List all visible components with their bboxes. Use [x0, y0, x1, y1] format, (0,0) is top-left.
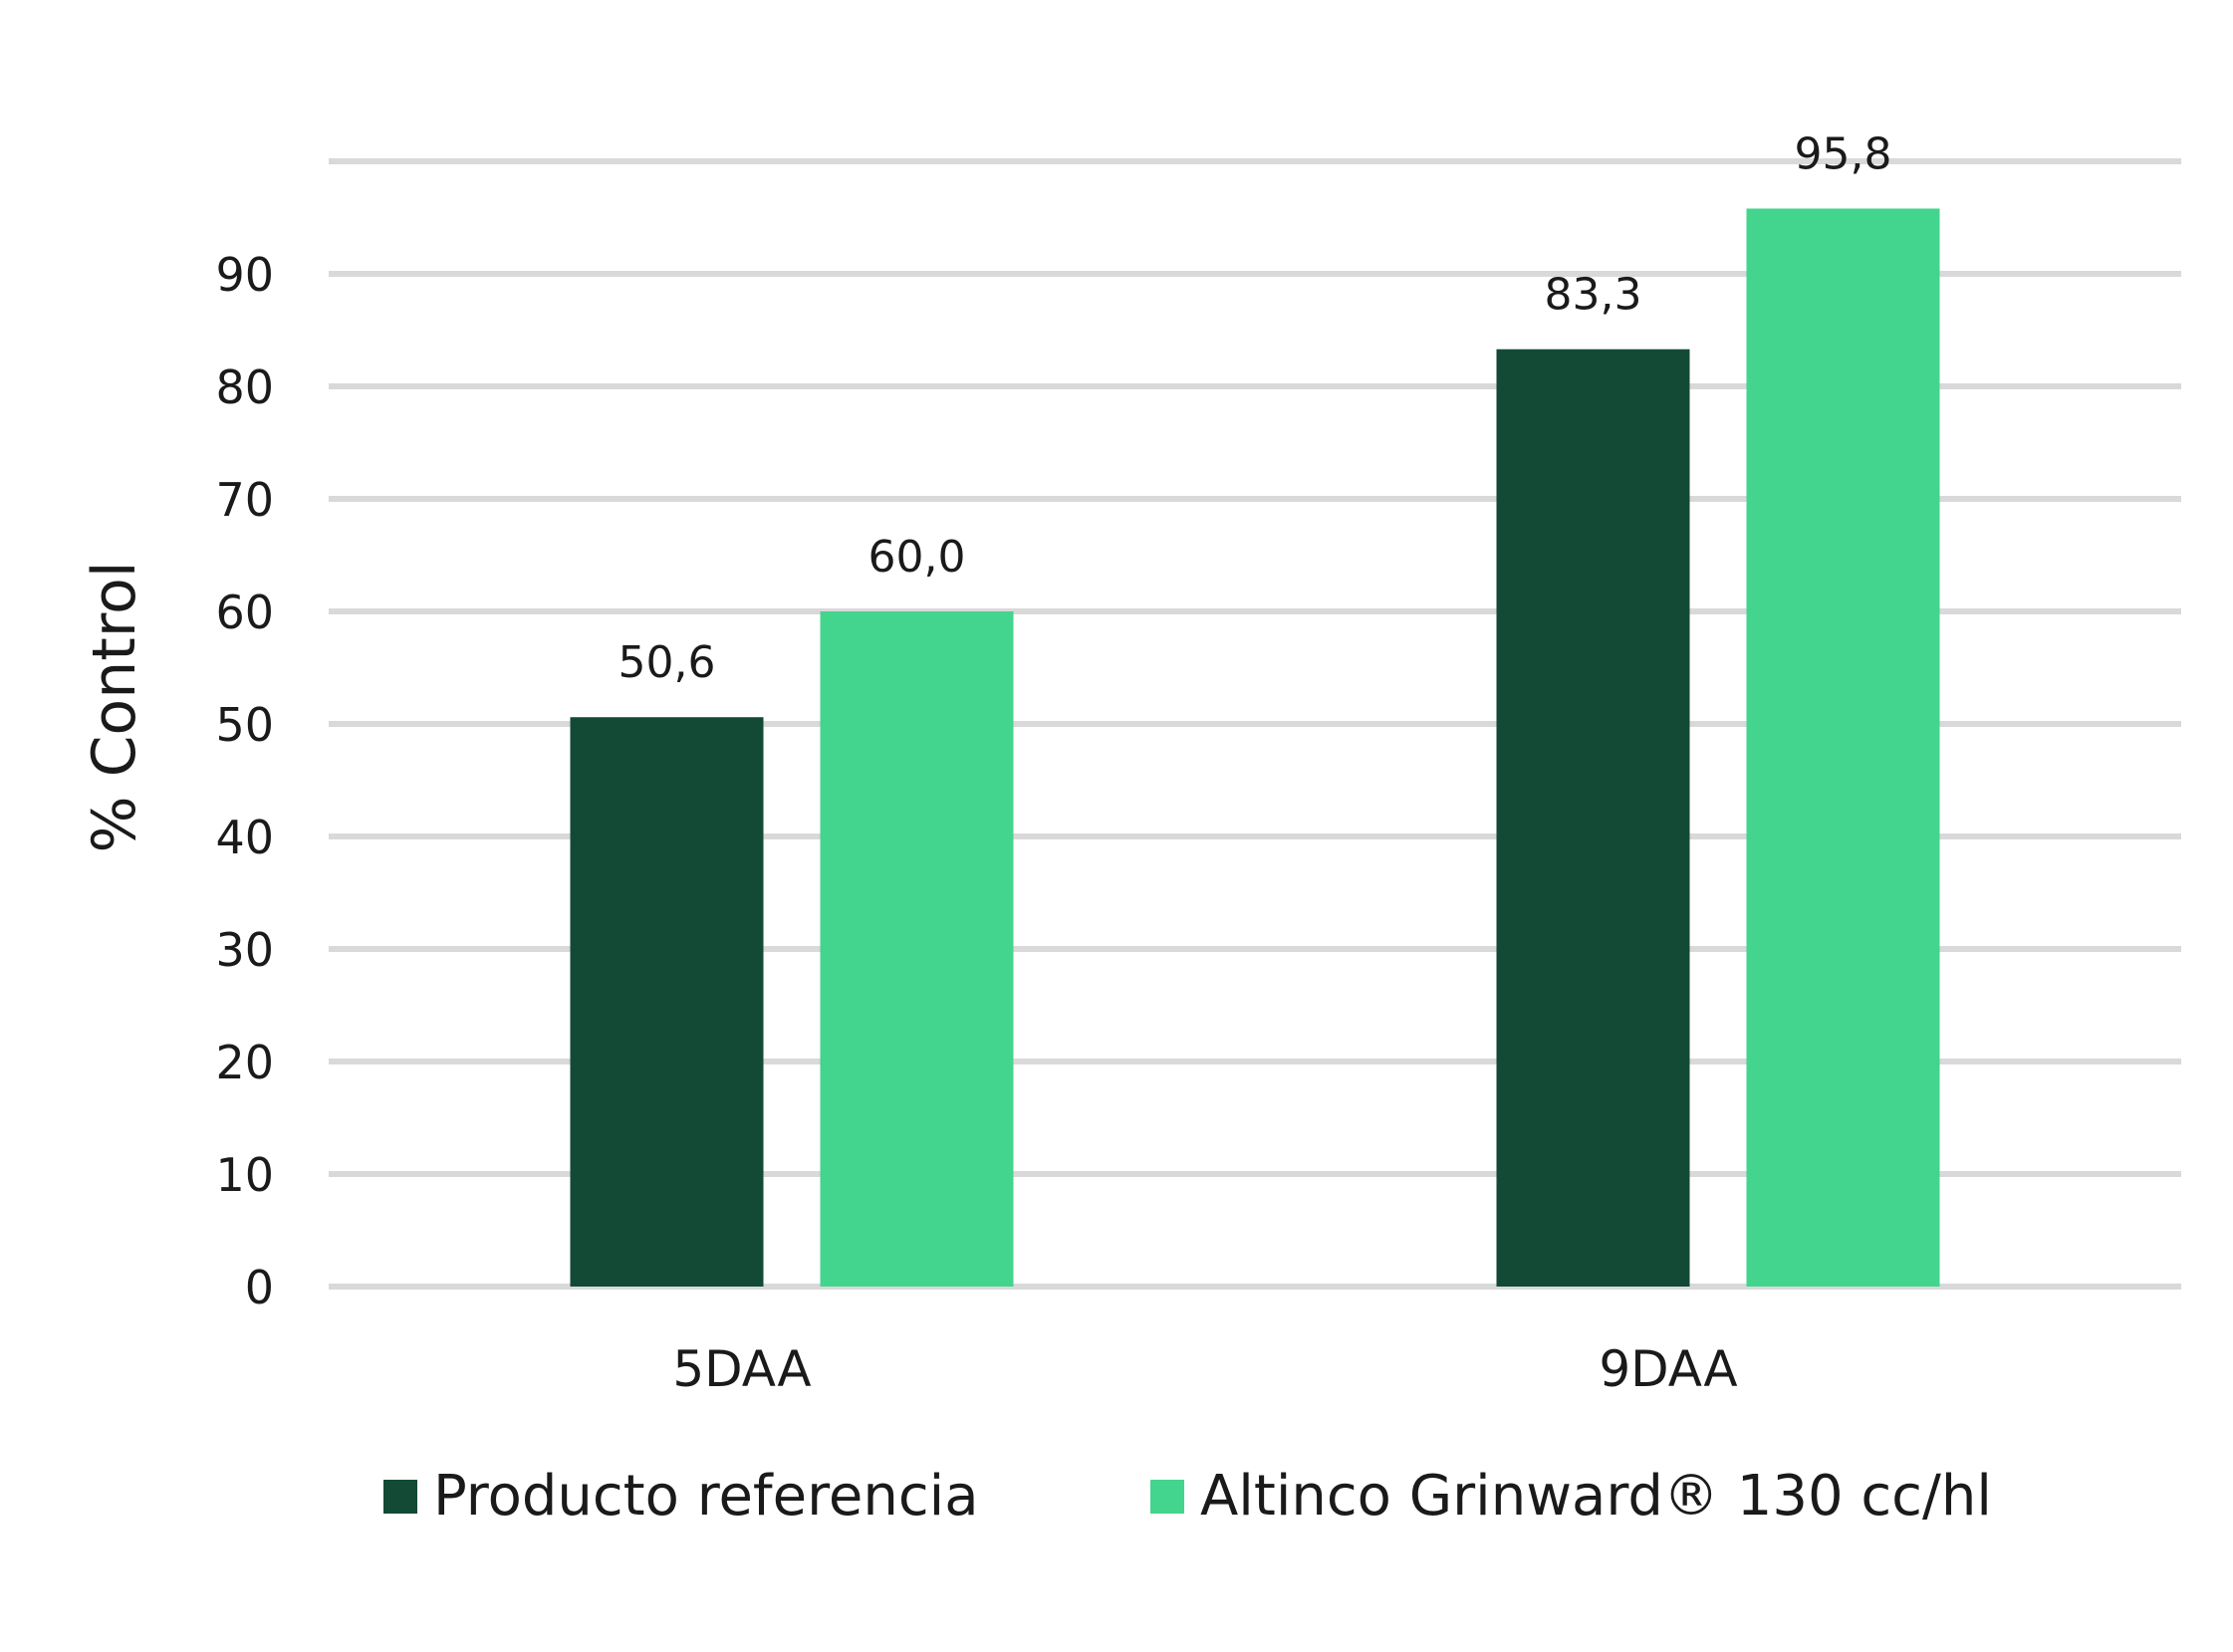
legend: Producto referencia Altinco Grinward® 130… — [383, 1464, 1992, 1529]
y-tick-label: 0 — [245, 1261, 274, 1314]
legend-swatch — [1150, 1480, 1184, 1514]
x-category-label: 9DAA — [1599, 1340, 1737, 1398]
y-tick-label: 10 — [215, 1148, 274, 1202]
y-tick-label: 60 — [215, 586, 274, 639]
data-label: 50,6 — [619, 637, 716, 688]
x-axis-categories: 5DAA 9DAA — [672, 1340, 1737, 1398]
y-axis-ticks: 0 10 20 30 40 50 60 70 80 90 — [215, 248, 274, 1314]
bar-altinco-grinward-5daa — [820, 611, 1014, 1287]
y-tick-label: 30 — [215, 923, 274, 977]
bar-altinco-grinward-9daa — [1746, 208, 1940, 1288]
y-tick-label: 40 — [215, 811, 274, 864]
y-tick-label: 50 — [215, 698, 274, 752]
legend-swatch — [383, 1480, 417, 1514]
data-label: 95,8 — [1795, 128, 1892, 179]
bars — [570, 208, 1940, 1288]
y-axis-title: % Control — [80, 562, 149, 853]
y-tick-label: 20 — [215, 1036, 274, 1089]
data-label: 60,0 — [868, 532, 966, 583]
legend-label: Producto referencia — [433, 1464, 979, 1529]
data-label: 83,3 — [1545, 270, 1642, 321]
bar-producto-referencia-9daa — [1496, 349, 1690, 1288]
y-tick-label: 70 — [215, 473, 274, 527]
data-labels: 50,6 60,0 83,3 95,8 — [619, 128, 1892, 688]
y-tick-label: 90 — [215, 248, 274, 302]
x-category-label: 5DAA — [672, 1340, 811, 1398]
legend-label: Altinco Grinward® 130 cc/hl — [1200, 1464, 1992, 1529]
y-tick-label: 80 — [215, 360, 274, 414]
bar-producto-referencia-5daa — [570, 717, 764, 1287]
